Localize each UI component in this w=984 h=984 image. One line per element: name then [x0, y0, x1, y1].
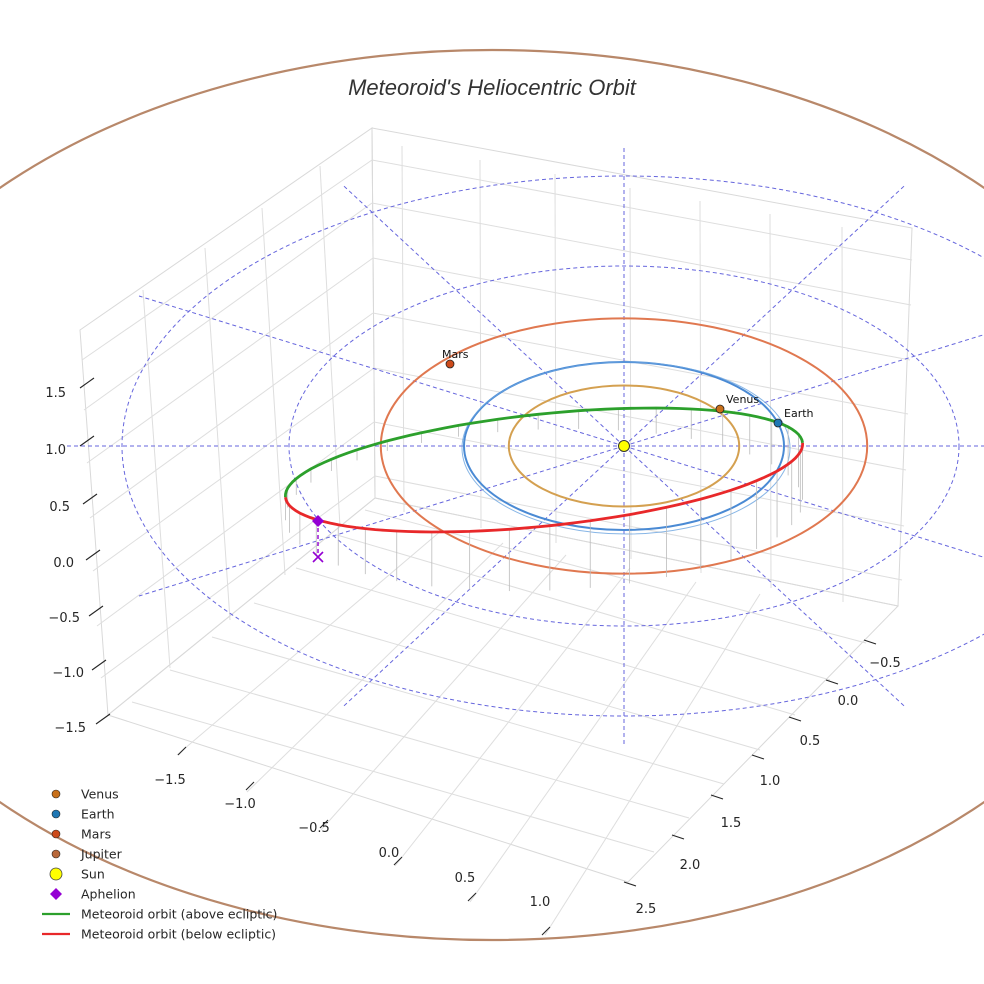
legend-label: Meteoroid orbit (above ecliptic): [81, 907, 277, 922]
legend-label: Sun: [81, 867, 105, 882]
y-tick-label: 1.0: [760, 774, 781, 789]
axis-grid: [79, 127, 913, 936]
x-tick-labels: −1.5 −1.0 −0.5 0.0 0.5 1.0: [154, 773, 550, 910]
legend-label: Venus: [81, 787, 119, 802]
z-tick-labels: 1.5 1.0 0.5 0.0 −0.5 −1.0 −1.5: [45, 386, 86, 736]
legend-marker: [50, 888, 62, 900]
x-axis-ticks: [177, 746, 551, 936]
ecliptic-spoke: [138, 445, 625, 597]
ecliptic-spoke: [343, 185, 625, 447]
z-axis-ticks: [79, 377, 111, 725]
ecliptic-spoke: [623, 185, 905, 447]
ecliptic-spoke: [343, 445, 625, 707]
z-tick-label: 0.0: [53, 556, 74, 571]
y-axis-ticks: [623, 639, 877, 887]
z-tick-label: 0.5: [49, 500, 70, 515]
legend-label: Aphelion: [81, 887, 136, 902]
z-tick-label: 1.5: [45, 386, 66, 401]
z-tick-label: −0.5: [48, 611, 80, 626]
y-tick-label: 0.0: [838, 694, 859, 709]
z-tick-label: −1.0: [52, 666, 84, 681]
earth-marker: [773, 418, 783, 428]
x-tick-label: −0.5: [298, 821, 330, 836]
y-tick-label: 2.0: [680, 858, 701, 873]
ecliptic-spoke: [623, 445, 905, 707]
y-tick-label: 2.5: [636, 902, 657, 917]
mars-orbit: [379, 317, 869, 575]
chart-title: Meteoroid's Heliocentric Orbit: [348, 75, 637, 100]
legend-marker: [51, 849, 61, 859]
y-tick-label: 1.5: [721, 816, 742, 831]
legend-label: Meteoroid orbit (below ecliptic): [81, 927, 276, 942]
venus-label: Venus: [726, 393, 759, 406]
mars-label: Mars: [442, 348, 469, 361]
x-tick-label: −1.5: [154, 773, 186, 788]
meteoroid-orbit-above: [284, 406, 804, 498]
earth-orbit-trail: [461, 361, 791, 535]
aphelion-projection-marker: [312, 551, 324, 563]
legend-label: Jupiter: [80, 847, 123, 862]
legend-marker: [51, 829, 61, 839]
legend-marker: [51, 789, 61, 799]
legend: Venus Earth Mars Jupiter Sun Aphelion Meteoroi…: [42, 787, 277, 942]
legend-label: Earth: [81, 807, 115, 822]
aphelion-marker: [312, 515, 324, 527]
ecliptic-spoke: [623, 334, 984, 447]
z-tick-label: 1.0: [45, 443, 66, 458]
ecliptic-spoke: [138, 295, 625, 447]
sun-marker: [618, 440, 630, 452]
earth-label: Earth: [784, 407, 814, 420]
x-tick-label: 0.5: [455, 871, 476, 886]
mars-marker: [445, 359, 455, 369]
legend-marker: [49, 867, 63, 881]
planet-labels: Venus Earth Mars: [442, 348, 814, 420]
z-tick-label: −1.5: [54, 721, 86, 736]
legend-label: Mars: [81, 827, 111, 842]
x-tick-label: −1.0: [224, 797, 256, 812]
jupiter-orbit: [0, 49, 984, 941]
x-tick-label: 1.0: [530, 895, 551, 910]
venus-orbit: [507, 384, 741, 508]
legend-marker: [51, 809, 61, 819]
orbit-layer: [0, 49, 984, 941]
venus-marker: [715, 404, 725, 414]
y-tick-label: 0.5: [800, 734, 821, 749]
y-tick-label: −0.5: [869, 656, 901, 671]
x-tick-label: 0.0: [379, 846, 400, 861]
ecliptic-ring: [288, 265, 960, 627]
ecliptic-spoke: [623, 445, 984, 558]
y-tick-labels: −0.5 0.0 0.5 1.0 1.5 2.0 2.5: [636, 656, 901, 917]
